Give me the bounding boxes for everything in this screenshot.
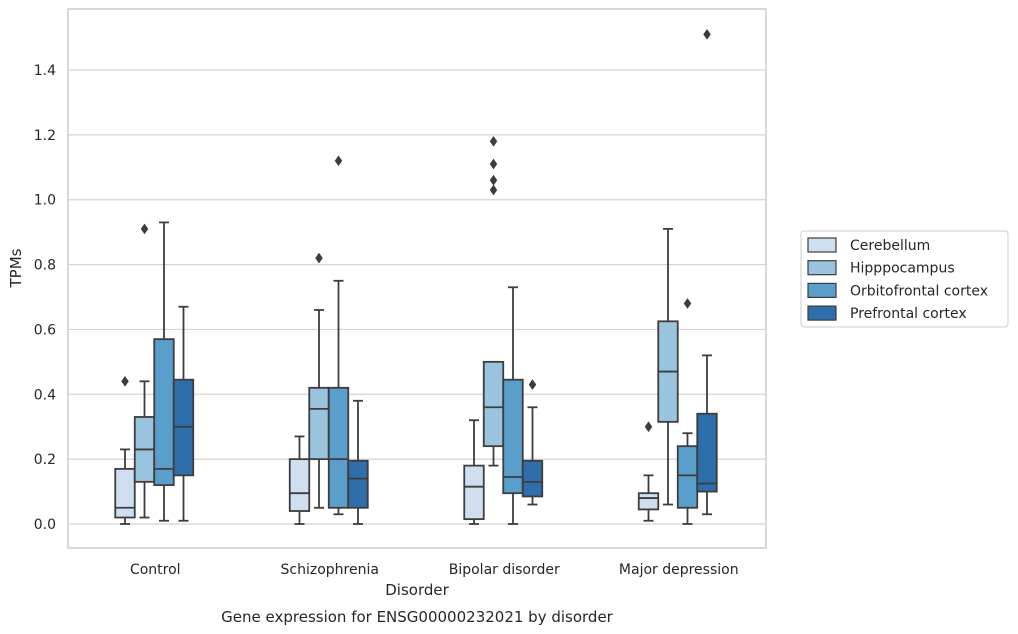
- y-tick-label: 1.2: [34, 128, 56, 144]
- box-orbitofrontal-cortex: [676, 298, 699, 525]
- outlier-point: [489, 174, 498, 186]
- y-tick-label: 1.0: [34, 193, 56, 209]
- box-cerebellum: [637, 421, 660, 522]
- iqr-box: [288, 458, 311, 512]
- legend-frame: [800, 230, 1009, 328]
- iqr-box: [502, 378, 524, 495]
- outlier-point: [683, 298, 692, 309]
- outlier-point: [334, 155, 343, 167]
- outlier-point: [489, 135, 498, 147]
- x-tick-label: Control: [130, 562, 181, 578]
- chart-caption: Gene expression for ENSG00000232021 by d…: [221, 608, 614, 626]
- iqr-box: [482, 360, 505, 448]
- iqr-box: [114, 467, 136, 519]
- y-tick-labels: 0.0 0.2 0.4 0.6 0.8 1.0 1.2 1.4: [34, 63, 56, 533]
- outlier-point: [121, 375, 129, 387]
- y-tick-label: 0.4: [34, 387, 56, 403]
- outlier-point: [703, 28, 711, 40]
- box-orbitofrontal-cortex: [327, 155, 350, 516]
- x-tick-label: Bipolar disorder: [449, 562, 560, 578]
- legend-swatch: [807, 260, 837, 276]
- legend-entry-label: Cerebellum: [850, 238, 930, 254]
- box-orbitofrontal-cortex: [153, 221, 175, 522]
- x-tick-labels: Control Schizophrenia Bipolar disorder Majo…: [130, 562, 739, 578]
- iqr-box: [327, 386, 350, 509]
- legend-entry-label: Orbitofrontal cortex: [850, 283, 988, 299]
- y-tick-label: 0.8: [34, 258, 56, 274]
- y-tick-label: 1.4: [34, 63, 56, 79]
- x-tick-label: Schizophrenia: [281, 562, 379, 578]
- plot-area-frame: [67, 8, 767, 549]
- outlier-point: [315, 252, 323, 264]
- x-tick-label: Major depression: [619, 562, 739, 578]
- legend: Cerebellum Hipppocampus Orbitofrontal cort…: [800, 230, 1009, 328]
- box-prefrontal-cortex: [347, 399, 369, 525]
- box-cerebellum: [463, 419, 485, 525]
- box-prefrontal-cortex: [172, 305, 195, 522]
- y-axis-label: TPMs: [7, 248, 25, 288]
- iqr-box: [347, 459, 369, 509]
- legend-swatch: [807, 305, 837, 321]
- legend-swatch: [807, 237, 837, 253]
- boxes: [114, 28, 718, 525]
- box-cerebellum: [114, 375, 136, 525]
- iqr-box: [521, 459, 544, 498]
- box-cerebellum: [288, 435, 311, 525]
- outlier-point: [140, 223, 149, 235]
- box-prefrontal-cortex: [521, 379, 544, 506]
- legend-swatch: [807, 282, 837, 298]
- box-hipppocampus: [657, 227, 679, 506]
- y-tick-label: 0.0: [34, 517, 56, 533]
- legend-entry-label: Prefrontal cortex: [850, 306, 967, 322]
- box-hipppocampus: [133, 223, 156, 519]
- outlier-point: [489, 158, 498, 170]
- legend-entry-label: Hipppocampus: [850, 261, 955, 277]
- outlier-point: [528, 379, 537, 390]
- y-tick-label: 0.6: [34, 322, 56, 338]
- iqr-box: [696, 412, 718, 493]
- box-orbitofrontal-cortex: [502, 286, 524, 525]
- iqr-box: [308, 386, 330, 461]
- box-prefrontal-cortex: [696, 28, 718, 516]
- iqr-box: [676, 445, 699, 509]
- x-axis-label: Disorder: [385, 581, 449, 599]
- box-hipppocampus: [482, 135, 505, 467]
- iqr-box: [463, 464, 485, 521]
- y-tick-label: 0.2: [34, 452, 56, 468]
- outlier-point: [489, 184, 498, 196]
- box-hipppocampus: [308, 252, 330, 509]
- iqr-box: [637, 492, 660, 511]
- outlier-point: [644, 421, 653, 433]
- iqr-box: [153, 338, 175, 486]
